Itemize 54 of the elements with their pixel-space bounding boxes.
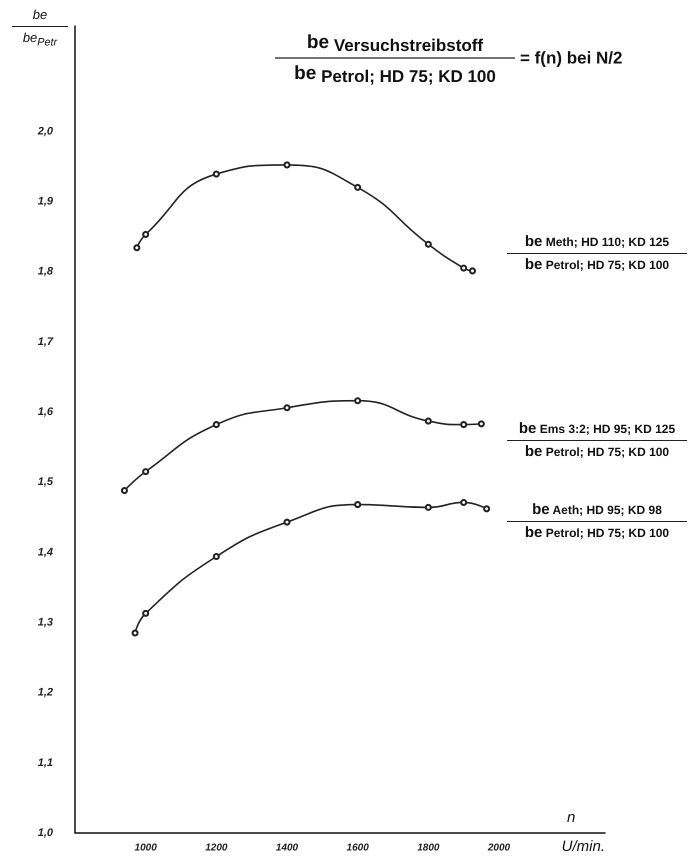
text: be Ems 3:2; HD 95; KD 125 [507,420,687,441]
y-tick-label: 1,2 [38,686,53,699]
y-tick-label: 2,0 [36,125,54,138]
point [460,498,468,506]
point [284,161,290,168]
annotation: = f(n) bei N/2 [520,48,622,68]
x-tick-label: 1600 [346,842,370,854]
point [142,230,150,238]
annotation: be Petrol; HD 75; KD 100 [524,442,670,461]
point [120,487,128,494]
y-axis-title: be [12,6,68,27]
annotation: be Petrol; HD 75; KD 100 [524,254,670,274]
y-tick-label: 1,8 [38,266,54,278]
text: be$_{Petr}$ [22,29,58,51]
point [354,501,362,508]
point [212,421,220,428]
point [483,505,490,512]
point [424,418,432,425]
point [142,610,150,617]
x-tick-label: 1400 [276,842,299,854]
point [132,630,139,637]
y-tick-label: 1,9 [38,195,54,208]
y-tick-label: 1,4 [38,546,53,558]
chart-title: be Versuchstreibstoff [306,32,484,55]
y-tick-label: 1,5 [38,476,54,488]
annotation: n [567,809,576,826]
x-tick-label: 1800 [417,842,440,854]
point [460,264,468,272]
text: be Petrol; HD 75; KD 100 [294,63,496,86]
annotation: be Petrol; HD 75; KD 100 [524,522,670,542]
point [460,421,468,428]
point [133,244,140,252]
point [212,553,220,560]
x-axis-title: U/min. [562,838,605,855]
text: be Meth; HD 110; KD 125 [507,232,687,254]
point [212,170,220,178]
point [424,504,432,511]
y-tick-label: 1,1 [38,756,53,769]
point [142,468,150,476]
point [284,404,290,412]
y-tick-label: 1,6 [38,406,54,418]
point [284,518,290,526]
text: be Aeth; HD 95; KD 98 [507,500,687,522]
point [354,184,362,191]
x-tick-label: 1000 [134,842,158,854]
point [354,397,362,404]
y-tick-label: 1,0 [38,827,54,839]
y-tick-label: 1,3 [38,616,53,628]
y-tick-label: 1,7 [38,336,54,348]
point [469,267,476,274]
point [478,420,485,428]
point [424,240,432,248]
x-tick-label: 2000 [486,842,511,854]
x-tick-label: 1200 [205,842,228,854]
